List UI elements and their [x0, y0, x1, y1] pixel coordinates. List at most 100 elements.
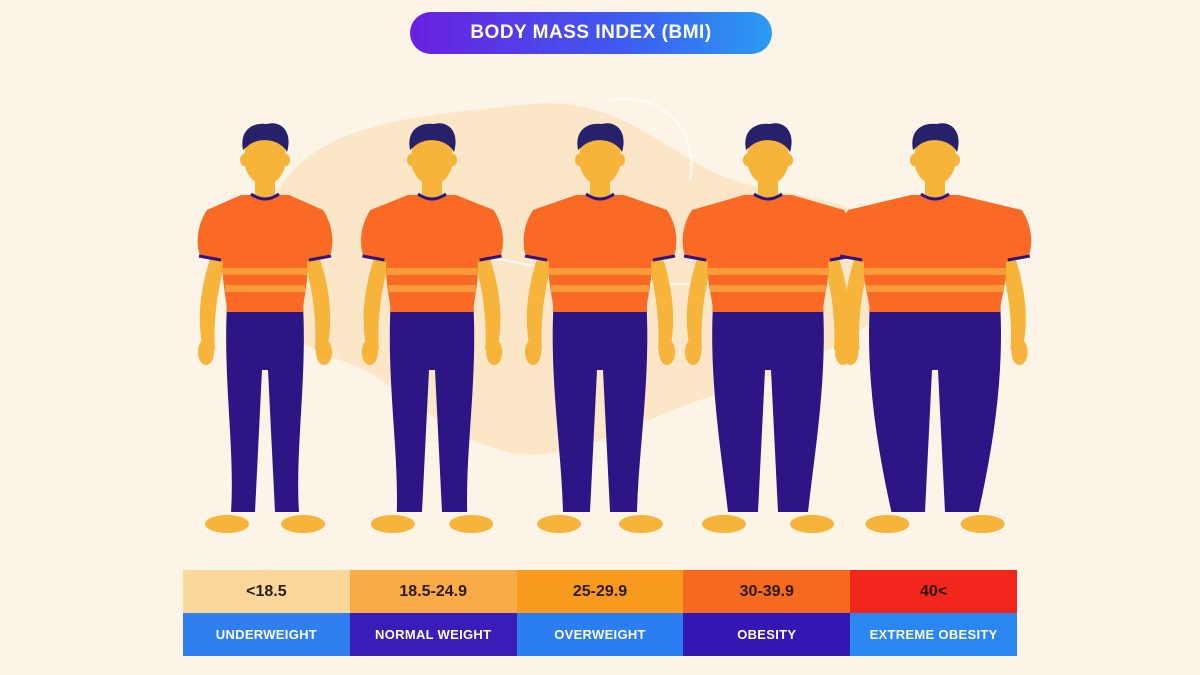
shirt-stripe	[386, 268, 478, 275]
right-arm	[473, 250, 501, 350]
right-sleeve-cuff	[1007, 254, 1031, 262]
collar	[585, 192, 615, 201]
bmi-label-overweight: OVERWEIGHT	[516, 613, 684, 656]
head	[747, 131, 789, 185]
bmi-scale: <18.5 18.5-24.9 25-29.9 30-39.9 40< UNDE…	[183, 570, 1017, 656]
bmi-range-obesity: 30-39.9	[683, 570, 851, 613]
left-ear	[407, 154, 415, 166]
bmi-label-row: UNDERWEIGHT NORMAL WEIGHT OVERWEIGHT OBE…	[183, 613, 1017, 656]
shirt	[361, 195, 503, 312]
right-sleeve-cuff	[652, 254, 676, 262]
bmi-label-obesity: OBESITY	[683, 613, 851, 656]
left-foot	[537, 515, 581, 533]
pants	[712, 305, 824, 512]
shirt-stripe	[388, 285, 476, 292]
figures-illustration	[197, 97, 1032, 533]
shirt-stripe	[864, 268, 1006, 275]
right-arm	[822, 250, 850, 350]
bmi-label-extreme-obesity: EXTREME OBESITY	[850, 613, 1017, 656]
right-hand	[1011, 339, 1028, 365]
bmi-label-normal-weight: NORMAL WEIGHT	[349, 613, 517, 656]
left-ear	[575, 154, 583, 166]
right-foot	[960, 515, 1005, 533]
left-ear	[910, 154, 918, 166]
right-arm	[303, 250, 331, 350]
right-ear	[952, 154, 960, 166]
pants	[552, 305, 648, 512]
bmi-range-overweight: 25-29.9	[516, 570, 684, 613]
collar	[417, 192, 447, 201]
left-foot	[702, 515, 746, 533]
right-ear	[785, 154, 793, 166]
shirt-stripe	[551, 285, 649, 292]
head	[411, 131, 453, 185]
left-hand	[842, 339, 859, 365]
head	[579, 131, 621, 185]
bmi-range-underweight: <18.5	[183, 570, 350, 613]
left-sleeve-cuff	[683, 254, 707, 262]
shirt-stripe	[223, 268, 307, 275]
figure-extreme-obesity	[838, 123, 1032, 533]
title-pill: BODY MASS INDEX (BMI)	[410, 12, 772, 54]
left-hand	[685, 339, 701, 365]
bmi-range-extreme-obesity: 40<	[850, 570, 1017, 613]
right-foot	[281, 515, 325, 533]
left-arm	[686, 250, 714, 350]
shirt	[197, 195, 333, 312]
left-foot	[205, 515, 249, 533]
shirt	[838, 195, 1032, 312]
head	[914, 131, 956, 185]
hair	[577, 123, 624, 152]
right-foot	[619, 515, 663, 533]
right-ear	[282, 154, 290, 166]
shirt	[682, 195, 854, 312]
left-sleeve-cuff	[362, 254, 385, 262]
shirt-stripe	[225, 285, 305, 292]
shirt-stripe	[549, 268, 651, 275]
left-hand	[361, 339, 378, 365]
right-foot	[449, 515, 494, 533]
head	[244, 131, 286, 185]
left-foot	[865, 515, 910, 533]
shirt-stripe	[866, 285, 1004, 292]
right-sleeve-cuff	[479, 254, 502, 262]
left-sleeve-cuff	[839, 254, 863, 262]
figure-normal-weight	[361, 123, 503, 533]
hair	[242, 123, 289, 152]
background-blob-line	[609, 97, 693, 181]
right-hand	[486, 339, 503, 365]
shirt-stripe	[710, 285, 826, 292]
bmi-label-underweight: UNDERWEIGHT	[183, 613, 350, 656]
right-ear	[617, 154, 625, 166]
right-hand	[659, 339, 675, 365]
left-arm	[526, 250, 554, 350]
left-ear	[743, 154, 751, 166]
shirt-stripe	[708, 268, 828, 275]
left-sleeve-cuff	[524, 254, 548, 262]
right-arm	[646, 250, 674, 350]
figure-obesity	[682, 123, 854, 533]
left-hand	[198, 339, 214, 365]
bmi-range-row: <18.5 18.5-24.9 25-29.9 30-39.9 40<	[183, 570, 1017, 613]
hair	[409, 123, 456, 152]
collar	[250, 192, 280, 201]
pants	[869, 305, 1001, 512]
bmi-range-normal-weight: 18.5-24.9	[349, 570, 517, 613]
left-sleeve-cuff	[198, 254, 222, 262]
collar	[920, 192, 950, 201]
right-foot	[790, 515, 834, 533]
page-title: BODY MASS INDEX (BMI)	[470, 22, 712, 43]
right-hand	[316, 339, 332, 365]
figure-underweight	[197, 123, 333, 533]
figure-overweight	[523, 123, 677, 533]
right-sleeve-cuff	[308, 254, 332, 262]
left-arm	[363, 250, 391, 350]
pants	[226, 305, 304, 512]
pants	[389, 305, 475, 512]
left-ear	[240, 154, 248, 166]
collar	[753, 192, 783, 201]
left-hand	[525, 339, 541, 365]
hair	[745, 123, 792, 152]
shirt	[523, 195, 677, 312]
hair	[912, 123, 959, 152]
